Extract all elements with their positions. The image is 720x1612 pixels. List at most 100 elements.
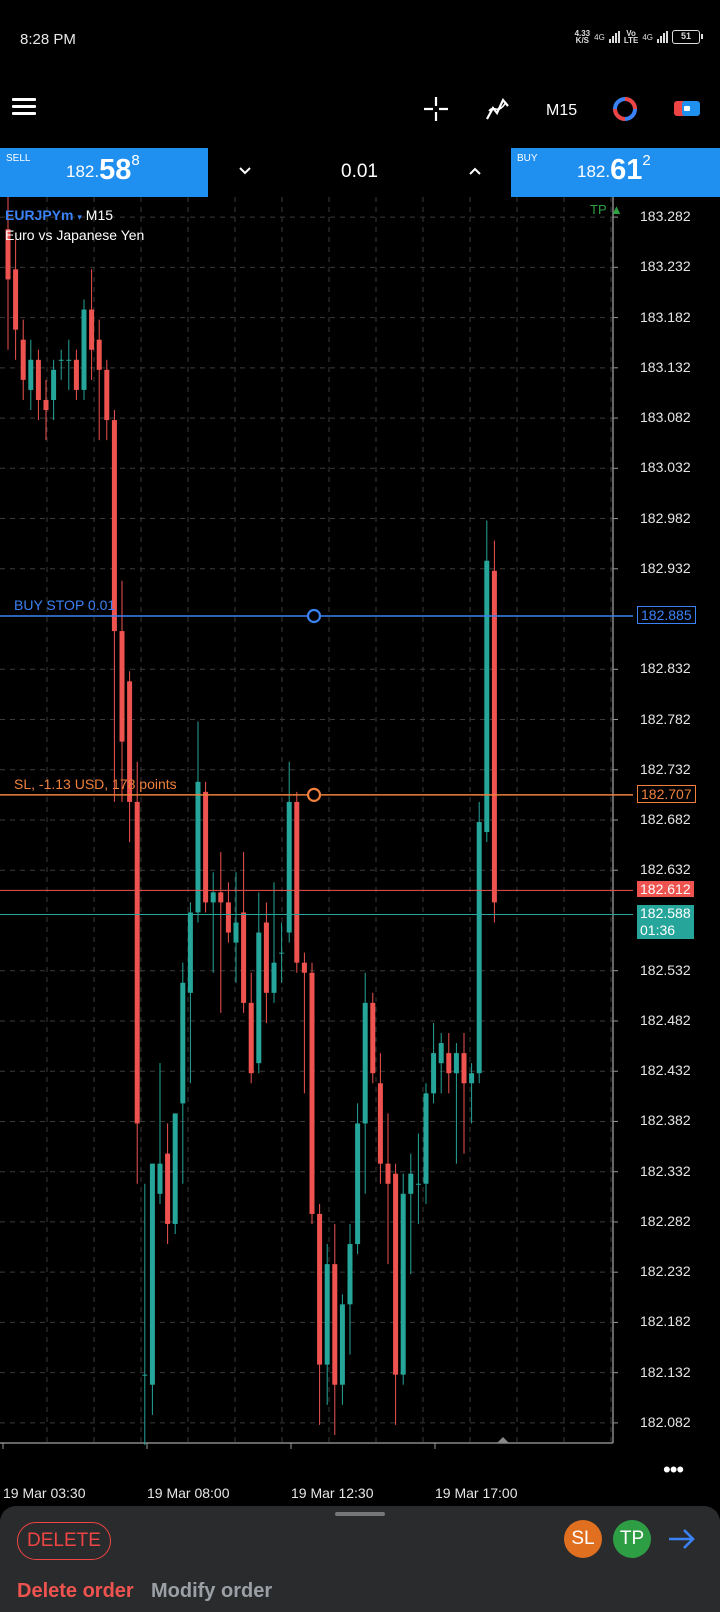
y-tick-label: 182.132 [640,1363,691,1380]
candle-body [400,1193,406,1375]
candle-body [134,801,140,1124]
tab-delete-order[interactable]: Delete order [17,1580,134,1602]
indicators-icon[interactable] [484,94,514,124]
sell-label: SELL [6,153,31,164]
x-tick-label: 19 Mar 03:30 [3,1485,86,1501]
symbol-label[interactable]: EURJPYm ▾ M15 [5,207,114,223]
network-type-2: 4G [642,32,653,42]
candle-body [339,1304,345,1385]
sell-price: 182.588 [66,152,140,186]
candle-body [89,309,95,350]
time-marker-icon [497,1437,509,1443]
candle-body [431,1053,437,1094]
y-tick-label: 182.182 [640,1313,691,1330]
buy-stop-price-tag: 182.885 [637,606,696,625]
buy-stop-handle [306,608,322,624]
y-tick-label: 182.482 [640,1011,691,1028]
candle-body [127,681,133,802]
timeframe-button[interactable]: M15 [546,102,578,119]
lot-value[interactable]: 0.01 [341,161,378,182]
status-time: 8:28 PM [20,31,76,48]
y-tick-label: 182.732 [640,760,691,777]
candle-body [157,1163,163,1194]
trade-panel: SELL 182.588 0.01 BUY 182.612 [0,148,720,197]
candle-body [195,781,201,913]
order-sheet-panel: DELETE SL TP [0,1506,720,1612]
status-bar: 8:28 PM 4.33 K/S 4G Vo LTE 4G 51 [0,0,720,78]
y-tick-label: 182.532 [640,961,691,978]
volte-icon: Vo LTE [623,29,639,45]
candle-body [408,1173,414,1194]
candle-body [203,791,209,903]
y-tick-label: 182.832 [640,660,691,677]
lot-selector: 0.01 [208,148,511,197]
order-sheet: DELETE SL TP [0,1506,720,1612]
objects-icon[interactable] [610,94,640,124]
chevron-up-icon[interactable] [468,166,482,176]
candle-body [362,1002,368,1124]
sl-button[interactable]: SL [564,1520,602,1558]
candle-body [263,922,269,993]
buy-stop-line-label[interactable]: BUY STOP 0.01 [14,597,116,614]
candle-body [142,1374,148,1376]
candle-body [73,359,79,390]
more-options-icon[interactable]: ••• [663,1457,684,1482]
bid-price-tag: 182.588 01:36 [637,905,694,940]
y-tick-label: 182.432 [640,1062,691,1079]
delete-button[interactable]: DELETE [17,1522,111,1560]
y-tick-label: 183.032 [640,459,691,476]
sl-price-tag: 182.707 [637,784,696,803]
hamburger-icon[interactable] [12,98,36,116]
arrow-right-icon[interactable] [666,1524,698,1554]
signal-icon [608,31,620,43]
candle-body [111,420,117,632]
y-tick-label: 183.082 [640,409,691,426]
x-tick-label: 19 Mar 08:00 [147,1485,230,1501]
y-tick-label: 182.282 [640,1212,691,1229]
crosshair-icon[interactable] [421,94,451,124]
tp-button[interactable]: TP [613,1520,651,1558]
trade-icon[interactable] [672,94,702,124]
candle-body [248,1002,254,1074]
candle-body [233,922,239,943]
candle-body [51,369,57,400]
candle-body [187,912,193,993]
candle-body [256,932,262,1064]
candle-body [28,359,34,390]
candle-body [241,912,247,1003]
sl-handle [306,787,322,802]
chevron-down-icon[interactable] [238,166,252,176]
candle-body [438,1043,444,1064]
candle-body [469,1073,475,1084]
candle-body [484,560,490,833]
tab-modify-order[interactable]: Modify order [151,1580,273,1602]
y-tick-label: 182.782 [640,710,691,727]
buy-button[interactable]: BUY 182.612 [511,148,720,197]
sl-line-label[interactable]: SL, -1.13 USD, 178 points [14,775,177,792]
sell-button[interactable]: SELL 182.588 [0,148,208,197]
drag-handle[interactable] [335,1512,385,1516]
candle-body [5,229,11,280]
candle-body [81,309,87,390]
candle-body [393,1173,399,1375]
price-chart[interactable]: EURJPYm ▾ M15 Euro vs Japanese Yen TP ▲ … [0,197,720,1501]
candle-body [58,359,64,361]
candle-body [43,399,49,411]
y-tick-label: 182.932 [640,559,691,576]
candle-body [96,339,102,370]
x-tick-label: 19 Mar 17:00 [435,1485,518,1501]
candle-body [218,892,224,903]
candle-body [446,1053,452,1074]
y-tick-label: 183.132 [640,358,691,375]
candle-body [210,892,216,903]
network-type-1: 4G [594,32,605,42]
y-tick-label: 183.282 [640,208,691,225]
candlestick-chart[interactable] [0,197,720,1507]
signal-icon-2 [657,31,668,43]
y-tick-label: 182.382 [640,1112,691,1129]
bar-timer: 01:36 [640,922,676,939]
candle-body [301,962,307,973]
status-icons: 4.33 K/S 4G Vo LTE 4G 51 [575,29,703,45]
candle-body [370,1002,376,1074]
candle-body [119,631,125,742]
